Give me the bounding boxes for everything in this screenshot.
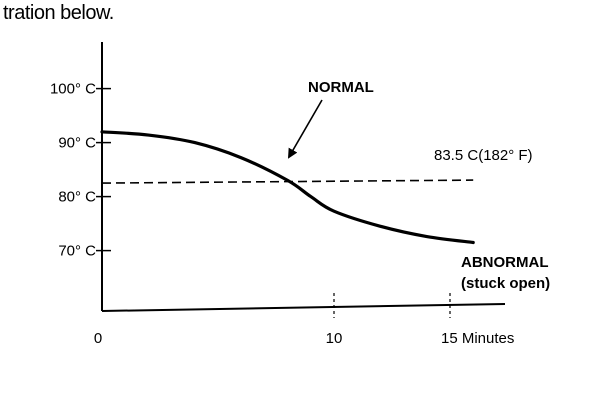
x-tick-label: 10 [326,330,343,347]
abnormal-label: ABNORMAL [461,254,549,271]
y-tick-label: 90° C [58,135,96,152]
abnormal-sublabel: (stuck open) [461,275,550,292]
y-tick-label: 100° C [50,81,96,98]
x-tick-label: 0 [94,330,102,347]
x-axis-line [101,303,506,312]
y-tick-label: 70° C [58,243,96,260]
y-tick-label: 80° C [58,189,96,206]
x-tick-label: 15 Minutes [441,330,514,347]
reference-line-label: 83.5 C(182° F) [434,147,533,164]
normal-arrow [287,99,323,159]
series-line [100,130,475,245]
normal-label: NORMAL [308,79,374,96]
page-caption: tration below. [3,2,114,24]
